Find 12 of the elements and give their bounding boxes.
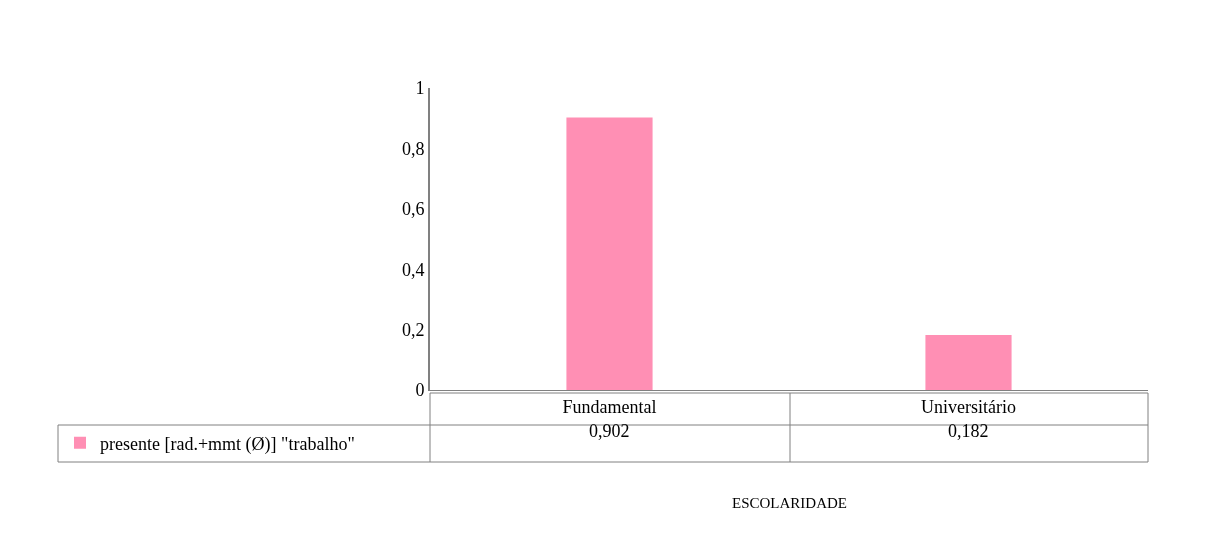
y-tick-label: 1 [415, 78, 425, 99]
x-tick-label: Fundamental [562, 396, 657, 417]
y-tick-label: 0,2 [401, 319, 425, 340]
text: ESCOLARIDADE [732, 495, 847, 511]
data-label: 0,182 [948, 421, 989, 441]
legend-label: presente [rad.+mmt (Ø)] "trabalho" [100, 433, 355, 455]
data-label: 0,902 [589, 421, 630, 441]
y-tick-label: 0,4 [401, 259, 425, 280]
y-tick-label: 0,6 [401, 199, 425, 220]
x-tick-label: Universitário [921, 396, 1016, 417]
y-tick-label: 0,8 [401, 138, 425, 159]
y-tick-label: 0 [415, 380, 425, 401]
